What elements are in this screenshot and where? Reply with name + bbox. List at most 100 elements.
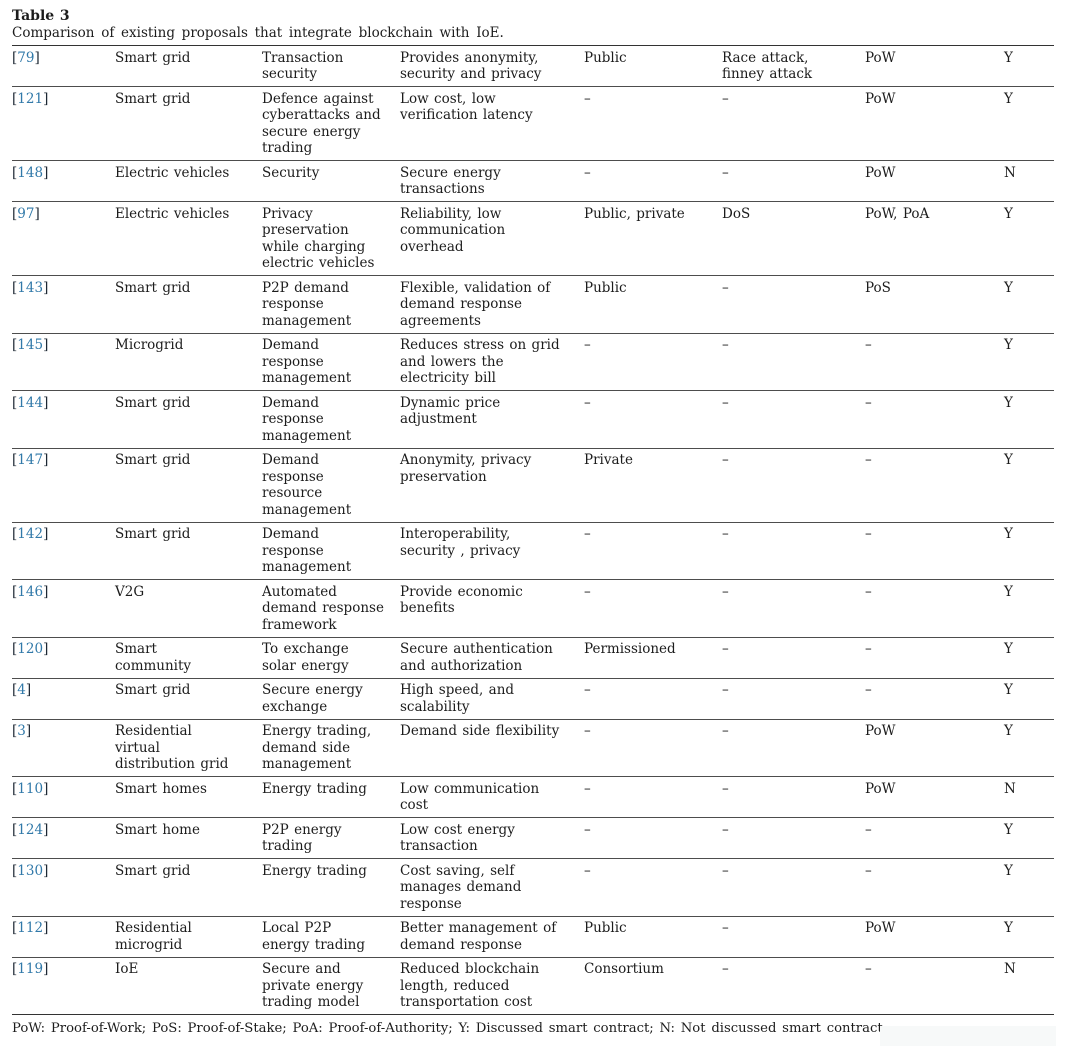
citation-link[interactable]: 121 — [17, 90, 44, 107]
consensus-cell: PoW — [865, 780, 896, 797]
smart-contract-cell: Y — [1004, 279, 1013, 296]
application-cell: Smart grid — [115, 90, 191, 107]
blockchain-type-cell: – — [584, 394, 591, 411]
bracket-open: [ — [12, 821, 18, 838]
application-cell: Residential microgrid — [115, 920, 192, 953]
reference-cell: [124] — [12, 818, 115, 859]
comparison-table: [79] Smart grid Transaction security Provid… — [12, 45, 1054, 1015]
consensus-cell: – — [865, 526, 872, 542]
blockchain-type-cell: – — [584, 780, 591, 797]
bracket-open: [ — [12, 682, 18, 698]
citation-link[interactable]: 124 — [17, 821, 44, 838]
objective-cell: Demand response resource management — [262, 452, 352, 518]
citation-link[interactable]: 110 — [17, 780, 44, 797]
blockchain-type-cell: – — [584, 821, 591, 838]
table-row: [119] IoE Secure and private energy tradin… — [12, 957, 1054, 1015]
citation-link[interactable]: 79 — [17, 49, 35, 66]
bracket-close: ] — [43, 526, 49, 542]
objective-cell: P2P energy trading — [262, 821, 342, 855]
application-cell: Smart grid — [115, 394, 191, 411]
consensus-cell: – — [865, 821, 872, 838]
consensus-cell: PoW — [865, 90, 896, 107]
citation-link[interactable]: 146 — [17, 583, 44, 600]
smart-contract-cell: Y — [1004, 337, 1013, 353]
citation-link[interactable]: 97 — [17, 205, 35, 222]
citation-link[interactable]: 119 — [17, 961, 44, 977]
table-row: [148] Electric vehicles Security Secure ene… — [12, 161, 1054, 202]
bracket-open: [ — [12, 526, 18, 542]
bracket-close: ] — [43, 279, 49, 296]
advantage-cell: Provide economic benefits — [400, 583, 523, 617]
citation-link[interactable]: 143 — [17, 279, 44, 296]
table-label: Table 3 — [12, 8, 70, 24]
consensus-cell: PoW, PoA — [865, 205, 930, 222]
citation-link[interactable]: 147 — [17, 452, 44, 468]
attack-cell: – — [722, 337, 729, 353]
bracket-close: ] — [25, 682, 32, 698]
table-row: [142] Smart grid Demand response managemen… — [12, 522, 1054, 580]
objective-cell: Defence against cyberattacks and secure … — [262, 90, 381, 157]
application-cell: Smart grid — [115, 682, 191, 698]
citation-link[interactable]: 130 — [17, 862, 44, 879]
application-cell: Microgrid — [115, 337, 184, 353]
attack-cell: Race attack, finney attack — [722, 49, 813, 83]
objective-cell: Privacy preservation while charging elec… — [262, 205, 375, 272]
smart-contract-cell: N — [1004, 780, 1016, 797]
smart-contract-cell: N — [1004, 961, 1016, 977]
smart-contract-cell: N — [1004, 164, 1016, 181]
citation-link[interactable]: 148 — [17, 164, 44, 181]
application-cell: Smart community — [115, 641, 192, 674]
objective-cell: Demand response management — [262, 337, 352, 386]
consensus-cell: PoW — [865, 49, 896, 66]
bracket-close: ] — [43, 583, 49, 600]
consensus-cell: PoW — [865, 920, 896, 936]
table-row: [146] V2G Automated demand response framew… — [12, 580, 1054, 637]
citation-link[interactable]: 3 — [17, 723, 26, 739]
table-footnote: PoW: Proof-of-Work; PoS: Proof-of-Stake;… — [12, 1021, 887, 1036]
blockchain-type-cell: Public — [584, 49, 627, 66]
bracket-open: [ — [12, 337, 18, 353]
application-cell: Smart grid — [115, 49, 191, 66]
table-row: [147] Smart grid Demand response resource … — [12, 448, 1054, 522]
table-row: [110] Smart homes Energy trading Low commun… — [12, 777, 1054, 818]
citation-link[interactable]: 112 — [17, 920, 44, 936]
citation-link[interactable]: 145 — [17, 337, 44, 353]
bracket-close: ] — [43, 452, 49, 468]
citation-link[interactable]: 144 — [17, 394, 44, 411]
objective-cell: Transaction security — [262, 49, 344, 83]
citation-link[interactable]: 142 — [17, 526, 44, 542]
bracket-open: [ — [12, 780, 18, 797]
advantage-cell: Reliability, low communication overhead — [400, 205, 506, 255]
table-row: [4] Smart grid Secure energy exchange High … — [12, 678, 1054, 719]
consensus-cell: – — [865, 682, 872, 698]
bracket-close: ] — [43, 90, 49, 107]
table-row: [145] Microgrid Demand response management… — [12, 333, 1054, 391]
citation-link[interactable]: 120 — [17, 641, 44, 657]
bracket-open: [ — [12, 583, 18, 600]
application-cell: Smart grid — [115, 526, 191, 542]
objective-cell: Secure and private energy trading model — [262, 961, 364, 1010]
advantage-cell: Reduced blockchain length, reduced trans… — [400, 961, 540, 1010]
consensus-cell: – — [865, 337, 872, 353]
objective-cell: Energy trading, demand side management — [262, 723, 372, 772]
advantage-cell: Dynamic price adjustment — [400, 394, 501, 428]
consensus-cell: PoS — [865, 279, 891, 296]
bracket-open: [ — [12, 452, 18, 468]
bracket-open: [ — [12, 961, 18, 977]
bracket-close: ] — [43, 961, 49, 977]
reference-cell: [79] — [12, 46, 115, 87]
reference-cell: [97] — [12, 202, 115, 276]
attack-cell: – — [722, 583, 729, 600]
attack-cell: DoS — [722, 205, 751, 222]
reference-cell: [4] — [12, 678, 115, 719]
bracket-open: [ — [12, 279, 18, 296]
citation-link[interactable]: 4 — [17, 682, 26, 698]
bracket-open: [ — [12, 164, 18, 181]
bracket-close: ] — [43, 337, 49, 353]
attack-cell: – — [722, 723, 729, 739]
table-row: [79] Smart grid Transaction security Provid… — [12, 46, 1054, 87]
bracket-close: ] — [43, 164, 49, 181]
reference-cell: [110] — [12, 777, 115, 818]
bracket-open: [ — [12, 920, 18, 936]
objective-cell: Local P2P energy trading — [262, 920, 365, 953]
